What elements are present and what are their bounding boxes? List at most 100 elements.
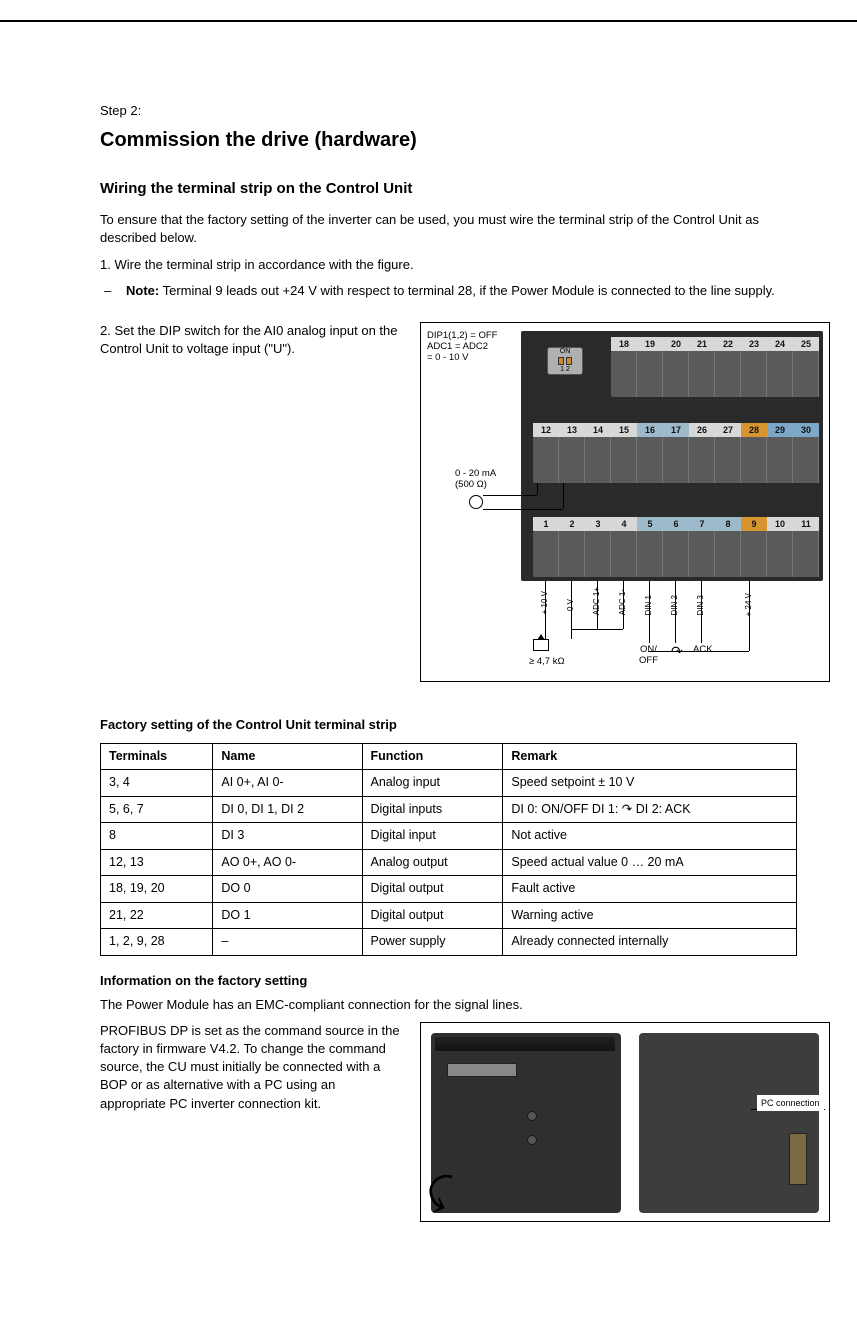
info-heading: Information on the factory setting [100,972,797,990]
w-v7 [701,581,702,643]
td: Power supply [362,929,503,956]
wire-ma-top [483,495,537,496]
potentiometer-icon [533,639,549,651]
table-row: 8DI 3Digital inputNot active [101,823,797,850]
intro-p1: To ensure that the factory setting of th… [100,211,797,247]
t27: 27 [715,423,741,437]
t12: 12 [533,423,559,437]
t7: 7 [689,517,715,531]
intro-p3: 2. Set the DIP switch for the AI0 analog… [100,322,400,358]
table-row: 18, 19, 20DO 0Digital outputFault active [101,876,797,903]
t26: 26 [689,423,715,437]
label-row-bot: 1 2 3 4 5 6 7 8 9 10 11 [533,517,819,531]
td: 1, 2, 9, 28 [101,929,213,956]
info-p2: PROFIBUS DP is set as the command source… [100,1022,400,1113]
figure-terminal-strip: DIP1(1,2) = OFF ADC1 = ADC2 = 0 - 10 V 0… [420,322,830,682]
t8: 8 [715,517,741,531]
photo2-right [639,1033,819,1213]
photo2-left [431,1033,621,1213]
left-col-1: 2. Set the DIP switch for the AI0 analog… [100,322,400,682]
info-p1: The Power Module has an EMC-compliant co… [100,996,797,1014]
subsection-title: Wiring the terminal strip on the Control… [100,178,797,199]
td: 18, 19, 20 [101,876,213,903]
pc-connector [789,1133,807,1185]
ma-note: 0 - 20 mA (500 Ω) [455,469,496,491]
t25: 25 [793,337,819,351]
td: DI 3 [213,823,362,850]
section-title: Commission the drive (hardware) [100,126,797,154]
dip-note-l1: DIP1(1,2) = OFF [427,330,497,341]
td: Fault active [503,876,797,903]
th-name: Name [213,743,362,770]
table-row: 21, 22DO 1Digital outputWarning active [101,902,797,929]
intro-note: Note: Terminal 9 leads out +24 V with re… [126,282,775,300]
t1: 1 [533,517,559,531]
page-root: Step 2: Commission the drive (hardware) … [0,20,857,1262]
t24: 24 [767,337,793,351]
td: DI 0: ON/OFF DI 1: ↷ DI 2: ACK [503,796,797,823]
t13: 13 [559,423,585,437]
two-col-1: 2. Set the DIP switch for the AI0 analog… [100,322,797,682]
intro-p2: 1. Wire the terminal strip in accordance… [100,256,797,274]
photo-dark: ON 1 2 18 19 20 21 22 23 24 25 [521,331,823,581]
t10: 10 [767,517,793,531]
w-v1 [545,581,546,639]
t14: 14 [585,423,611,437]
left-col-2: PROFIBUS DP is set as the command source… [100,1022,400,1222]
table-row: 5, 6, 7DI 0, DI 1, DI 2Digital inputsDI … [101,796,797,823]
w-h-switches [649,651,749,652]
td: Already connected internally [503,929,797,956]
td: – [213,929,362,956]
label-row-mid: 12 13 14 15 16 17 26 27 28 29 30 [533,423,819,437]
th-terminals: Terminals [101,743,213,770]
strip-bot [533,531,819,577]
wire-ma-v1 [537,483,538,495]
dip-12: 1 2 [560,365,570,375]
t16: 16 [637,423,663,437]
td: DI 0, DI 1, DI 2 [213,796,362,823]
t4: 4 [611,517,637,531]
t6: 6 [663,517,689,531]
table-row: 1, 2, 9, 28–Power supplyAlready connecte… [101,929,797,956]
callout-label: PC connection [757,1095,824,1112]
t9: 9 [741,517,767,531]
hole-icon [527,1111,537,1121]
top-edge [435,1037,615,1051]
t3: 3 [585,517,611,531]
intro-note-text: Terminal 9 leads out +24 V with respect … [163,283,775,298]
w-v4 [623,581,624,629]
dip-on: ON [560,347,571,357]
t29: 29 [767,423,793,437]
right-col-1: DIP1(1,2) = OFF ADC1 = ADC2 = 0 - 10 V 0… [420,322,830,682]
ma-l1: 0 - 20 mA [455,468,496,479]
pot-label: ≥ 4,7 kΩ [529,657,565,668]
td: AO 0+, AO 0- [213,849,362,876]
td: 21, 22 [101,902,213,929]
wire-ma-v2 [563,483,564,509]
table-header-row: Terminals Name Function Remark [101,743,797,770]
table-title: Factory setting of the Control Unit term… [100,716,797,734]
header-connector [447,1063,517,1077]
th-remark: Remark [503,743,797,770]
t18: 18 [611,337,637,351]
dash-icon: – [104,282,118,300]
hole-icon [527,1135,537,1145]
td: 5, 6, 7 [101,796,213,823]
strip-top [611,351,819,397]
th-function: Function [362,743,503,770]
onoff-label: ON/OFF [639,645,658,667]
t2: 2 [559,517,585,531]
td: Digital input [362,823,503,850]
t19: 19 [637,337,663,351]
td: Digital inputs [362,796,503,823]
ma-circle-icon [469,495,483,509]
td: 3, 4 [101,770,213,797]
w-v6 [675,581,676,643]
td: Analog output [362,849,503,876]
table-row: 12, 13AO 0+, AO 0-Analog outputSpeed act… [101,849,797,876]
td: AI 0+, AI 0- [213,770,362,797]
intro-note-row: – Note: Terminal 9 leads out +24 V with … [104,282,797,300]
td: DO 1 [213,902,362,929]
factory-setting-table: Terminals Name Function Remark 3, 4AI 0+… [100,743,797,956]
w-v9 [749,581,750,651]
